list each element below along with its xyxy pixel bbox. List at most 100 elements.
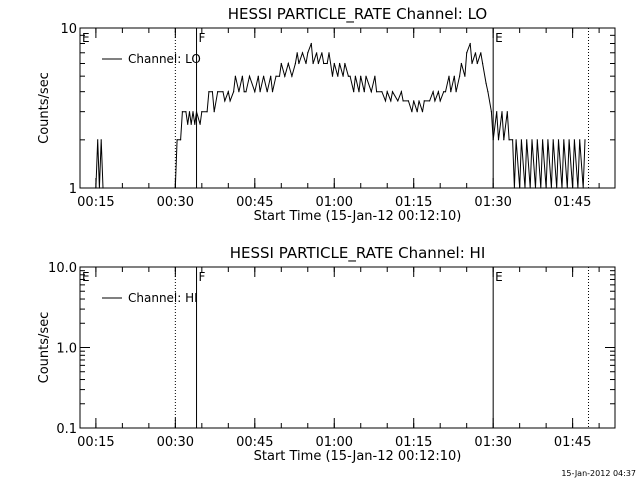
y-tick-label: 1 — [69, 182, 77, 197]
x-tick-label: 00:30 — [157, 435, 194, 450]
data-point — [573, 139, 576, 141]
data-point — [213, 111, 215, 113]
data-point — [547, 139, 549, 141]
data-point — [464, 75, 466, 77]
data-point — [181, 111, 183, 113]
data-point — [448, 75, 450, 77]
data-point — [519, 187, 521, 189]
x-tick-label: 01:15 — [395, 435, 432, 450]
plot-frame — [79, 27, 616, 189]
data-point — [540, 187, 542, 189]
data-point — [312, 62, 314, 65]
x-tick-label: 01:15 — [395, 195, 432, 210]
data-point — [245, 91, 247, 93]
data-point — [241, 75, 243, 77]
data-point — [418, 100, 420, 102]
data-point — [400, 91, 402, 93]
data-point — [423, 100, 425, 102]
data-point — [443, 91, 445, 93]
x-tick-label: 01:00 — [316, 435, 353, 450]
data-point — [480, 52, 482, 54]
data-point — [275, 75, 277, 77]
chart-title: HESSI PARTICLE_RATE Channel: HI — [230, 244, 486, 263]
data-point — [222, 91, 224, 93]
data-point — [353, 91, 355, 93]
data-point — [339, 62, 341, 65]
data-point — [224, 100, 226, 102]
event-marker-label: E — [82, 31, 90, 45]
chart-panel-1: HESSI PARTICLE_RATE Channel: LO 1 10 Counts… — [37, 5, 616, 224]
data-point — [360, 75, 362, 77]
data-point — [333, 62, 335, 65]
data-point — [497, 139, 500, 141]
data-point — [437, 91, 439, 93]
data-point — [284, 75, 286, 77]
data-point — [556, 187, 558, 189]
data-point — [577, 187, 579, 189]
data-point — [337, 75, 339, 77]
data-point — [271, 91, 274, 93]
data-point — [278, 75, 281, 77]
data-point — [298, 62, 300, 65]
data-point — [584, 139, 586, 141]
data-point — [466, 52, 468, 54]
data-point — [439, 100, 441, 102]
x-tick-label: 01:45 — [554, 435, 591, 450]
data-point — [545, 187, 547, 189]
x-tick-label: 01:00 — [316, 195, 353, 210]
data-point — [381, 91, 383, 93]
data-point — [257, 75, 259, 77]
y-tick-label: 1.0 — [56, 342, 77, 357]
event-marker-label: F — [199, 31, 206, 45]
data-point — [349, 75, 351, 77]
data-point — [310, 42, 312, 45]
data-point — [363, 91, 365, 93]
data-point — [266, 91, 268, 93]
data-point — [192, 111, 194, 113]
y-tick-label: 10.0 — [48, 261, 77, 276]
data-point — [316, 52, 318, 54]
data-point — [471, 62, 473, 65]
chart-title: HESSI PARTICLE_RATE Channel: LO — [228, 5, 487, 24]
data-point — [503, 139, 505, 141]
data-point — [536, 139, 538, 141]
data-point — [413, 100, 415, 102]
x-axis-label: Start Time (15-Jan-12 00:12:10) — [254, 209, 462, 224]
data-point — [328, 52, 330, 54]
data-point — [344, 62, 346, 65]
x-tick-label: 01:45 — [554, 195, 591, 210]
legend-entry: Channel: LO — [128, 52, 201, 66]
data-point — [287, 62, 289, 65]
data-point — [370, 91, 372, 93]
data-point — [390, 100, 392, 102]
data-point — [331, 75, 334, 77]
data-point — [453, 75, 455, 77]
data-point — [374, 75, 376, 77]
data-point — [386, 91, 388, 93]
data-point — [506, 111, 508, 113]
data-point — [524, 187, 526, 189]
data-point — [201, 111, 203, 113]
data-point — [208, 91, 210, 93]
data-point — [305, 62, 307, 65]
data-point — [411, 111, 413, 113]
data-point — [358, 91, 360, 93]
data-point — [531, 139, 533, 141]
data-point — [397, 100, 399, 102]
x-tick-label: 01:30 — [474, 195, 511, 210]
y-tick-label: 10 — [60, 22, 77, 37]
data-point — [459, 75, 461, 77]
data-point — [515, 139, 517, 141]
data-point — [485, 82, 487, 85]
x-tick-label: 00:45 — [236, 195, 273, 210]
data-point — [455, 91, 457, 93]
data-point — [187, 123, 189, 125]
series-1 — [95, 42, 586, 189]
data-point — [270, 75, 272, 77]
data-point — [561, 187, 563, 189]
event-marker-label: E — [82, 270, 90, 284]
event-marker-label: E — [495, 270, 503, 284]
data-point — [552, 139, 554, 141]
data-point — [233, 91, 235, 93]
